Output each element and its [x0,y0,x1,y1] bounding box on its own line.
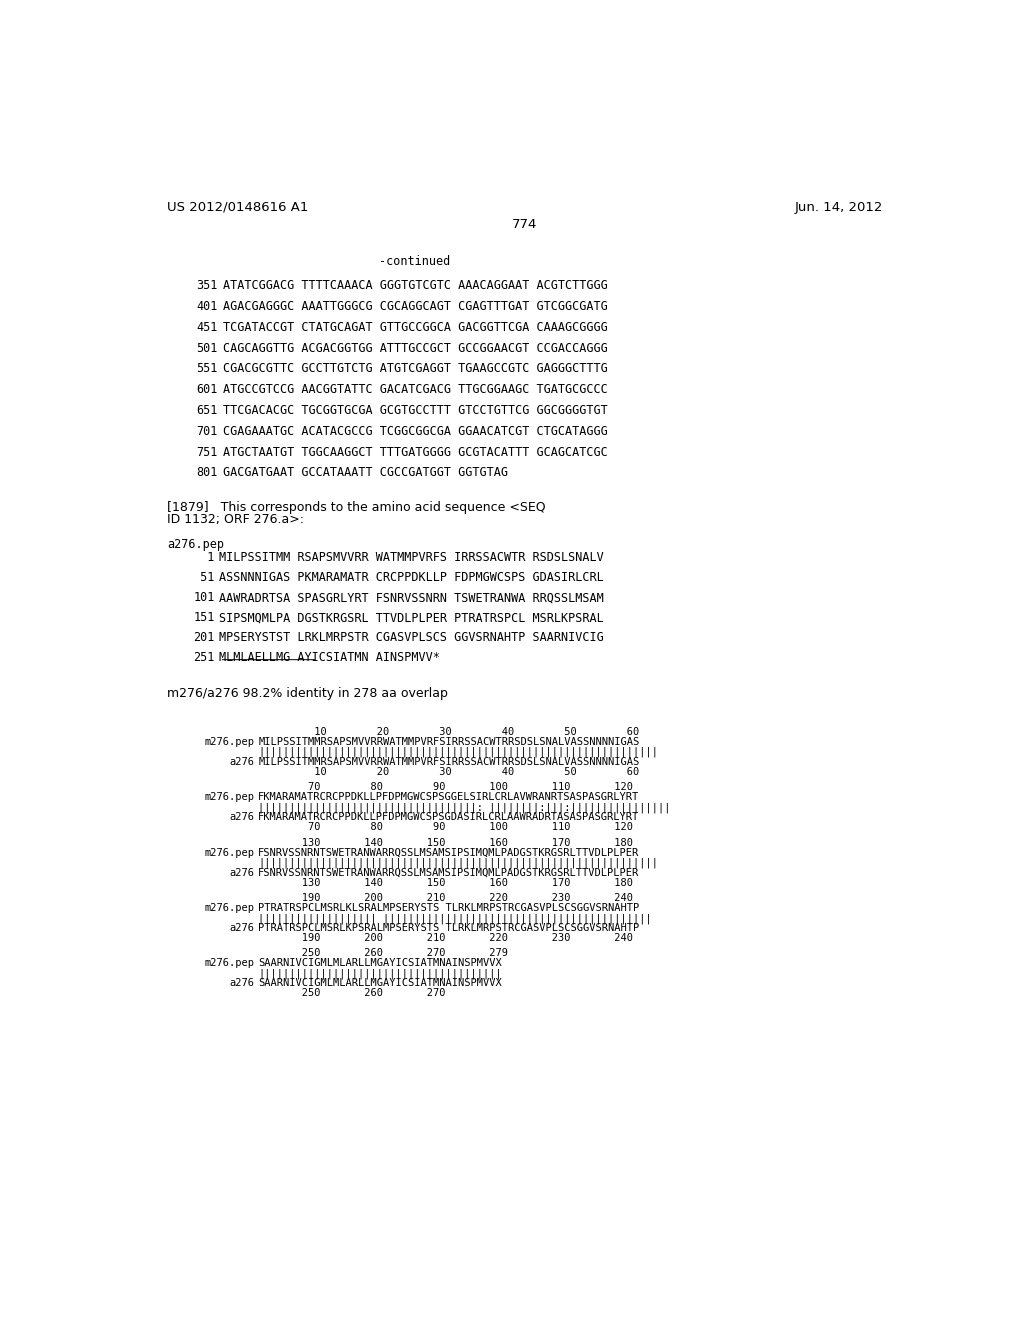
Text: 351: 351 [197,280,218,292]
Text: ATGCTAATGT TGGCAAGGCT TTTGATGGGG GCGTACATTT GCAGCATCGC: ATGCTAATGT TGGCAAGGCT TTTGATGGGG GCGTACA… [222,446,607,458]
Text: 651: 651 [197,404,218,417]
Text: MILPSSITMMRSAPSMVVRRWATMMPVRFSIRRSSACWTRRSDSLSNALVASSNNNNIGAS: MILPSSITMMRSAPSMVVRRWATMMPVRFSIRRSSACWTR… [258,756,639,767]
Text: 130       140       150       160       170       180: 130 140 150 160 170 180 [258,878,633,887]
Text: ATATCGGACG TTTTCAAACA GGGTGTCGTC AAACAGGAAT ACGTCTTGGG: ATATCGGACG TTTTCAAACA GGGTGTCGTC AAACAGG… [222,280,607,292]
Text: 101: 101 [194,591,215,605]
Text: ATGCCGTCCG AACGGTATTC GACATCGACG TTGCGGAAGC TGATGCGCCC: ATGCCGTCCG AACGGTATTC GACATCGACG TTGCGGA… [222,383,607,396]
Text: 70        80        90       100       110       120: 70 80 90 100 110 120 [258,822,633,832]
Text: TTCGACACGC TGCGGTGCGA GCGTGCCTTT GTCCTGTTCG GGCGGGGTGT: TTCGACACGC TGCGGTGCGA GCGTGCCTTT GTCCTGT… [222,404,607,417]
Text: 190       200       210       220       230       240: 190 200 210 220 230 240 [258,933,633,942]
Text: TCGATACCGT CTATGCAGAT GTTGCCGGCA GACGGTTCGA CAAAGCGGGG: TCGATACCGT CTATGCAGAT GTTGCCGGCA GACGGTT… [222,321,607,334]
Text: CGACGCGTTC GCCTTGTCTG ATGTCGAGGT TGAAGCCGTC GAGGGCTTTG: CGACGCGTTC GCCTTGTCTG ATGTCGAGGT TGAAGCC… [222,363,607,375]
Text: SAARNIVCIGMLMLARLLMGAYICSIATMNAINSPMVVX: SAARNIVCIGMLMLARLLMGAYICSIATMNAINSPMVVX [258,978,502,989]
Text: a276: a276 [229,978,254,989]
Text: m276.pep: m276.pep [205,847,254,858]
Text: AGACGAGGGC AAATTGGGCG CGCAGGCAGT CGAGTTTGAT GTCGGCGATG: AGACGAGGGC AAATTGGGCG CGCAGGCAGT CGAGTTT… [222,300,607,313]
Text: 1: 1 [194,552,215,564]
Text: a276: a276 [229,812,254,822]
Text: ASSNNNIGAS PKMARAMATR CRCPPDKLLP FDPMGWCSPS GDASIRLCRL: ASSNNNIGAS PKMARAMATR CRCPPDKLLP FDPMGWC… [219,572,604,585]
Text: 151: 151 [194,611,215,624]
Text: GACGATGAAT GCCATAAATT CGCCGATGGT GGTGTAG: GACGATGAAT GCCATAAATT CGCCGATGGT GGTGTAG [222,466,508,479]
Text: 70        80        90       100       110       120: 70 80 90 100 110 120 [258,781,633,792]
Text: 10        20        30        40        50        60: 10 20 30 40 50 60 [258,767,639,776]
Text: 751: 751 [197,446,218,458]
Text: ||||||||||||||||||||||||||||||||||||||||||||||||||||||||||||||||: ||||||||||||||||||||||||||||||||||||||||… [258,858,658,869]
Text: FKMARAMATRCRCPPDKLLPFDPMGWCSPSGDASIRLCRLAAWRADRTASASPASGRLYRT: FKMARAMATRCRCPPDKLLPFDPMGWCSPSGDASIRLCRL… [258,812,639,822]
Text: 401: 401 [197,300,218,313]
Text: |||||||||||||||||||||||||||||||||||||||: ||||||||||||||||||||||||||||||||||||||| [258,969,502,979]
Text: Jun. 14, 2012: Jun. 14, 2012 [795,201,883,214]
Text: a276: a276 [229,867,254,878]
Text: SAARNIVCIGMLMLARLLMGAYICSIATMNAINSPMVVX: SAARNIVCIGMLMLARLLMGAYICSIATMNAINSPMVVX [258,958,502,969]
Text: m276.pep: m276.pep [205,792,254,803]
Text: 801: 801 [197,466,218,479]
Text: CAGCAGGTTG ACGACGGTGG ATTTGCCGCT GCCGGAACGT CCGACCAGGG: CAGCAGGTTG ACGACGGTGG ATTTGCCGCT GCCGGAA… [222,342,607,355]
Text: 251: 251 [194,651,215,664]
Text: a276: a276 [229,756,254,767]
Text: ||||||||||||||||||| |||||||||||||||||||||||||||||||||||||||||||: ||||||||||||||||||| ||||||||||||||||||||… [258,913,652,924]
Text: MILPSSITMM RSAPSMVVRR WATMMPVRFS IRRSSACWTR RSDSLSNALV: MILPSSITMM RSAPSMVVRR WATMMPVRFS IRRSSAC… [219,552,604,564]
Text: SIPSMQMLPA DGSTKRGSRL TTVDLPLPER PTRATRSPCL MSRLKPSRAL: SIPSMQMLPA DGSTKRGSRL TTVDLPLPER PTRATRS… [219,611,604,624]
Text: 51: 51 [194,572,215,585]
Text: AAWRADRTSA SPASGRLYRT FSNRVSSNRN TSWETRANWA RRQSSLMSAM: AAWRADRTSA SPASGRLYRT FSNRVSSNRN TSWETRA… [219,591,604,605]
Text: MILPSSITMMRSAPSMVVRRWATMMPVRFSIRRSSACWTRRSDSLSNALVASSNNNNIGAS: MILPSSITMMRSAPSMVVRRWATMMPVRFSIRRSSACWTR… [258,737,639,747]
Text: 551: 551 [197,363,218,375]
Text: a276.pep: a276.pep [167,539,224,550]
Text: FSNRVSSNRNTSWETRANWARRQSSLMSAMSIPSIMQMLPADGSTKRGSRLTTVDLPLPER: FSNRVSSNRNTSWETRANWARRQSSLMSAMSIPSIMQMLP… [258,867,639,878]
Text: PTRATRSPCLMSRLKLSRALMPSERYSTS TLRKLMRPSTRCGASVPLSCSGGVSRNAHTP: PTRATRSPCLMSRLKLSRALMPSERYSTS TLRKLMRPST… [258,903,639,913]
Text: FSNRVSSNRNTSWETRANWARRQSSLMSAMSIPSIMQMLPADGSTKRGSRLTTVDLPLPER: FSNRVSSNRNTSWETRANWARRQSSLMSAMSIPSIMQMLP… [258,847,639,858]
Text: m276.pep: m276.pep [205,958,254,969]
Text: PTRATRSPCLMSRLKPSRALMPSERYSTS TLRKLMRPSTRCGASVPLSCSGGVSRNAHTP: PTRATRSPCLMSRLKPSRALMPSERYSTS TLRKLMRPST… [258,923,639,933]
Text: a276: a276 [229,923,254,933]
Text: 250       260       270       279: 250 260 270 279 [258,949,508,958]
Text: |||||||||||||||||||||||||||||||||||: ||||||||:|||:||||||||||||||||: |||||||||||||||||||||||||||||||||||: |||… [258,803,671,813]
Text: MPSERYSTST LRKLMRPSTR CGASVPLSCS GGVSRNAHTP SAARNIVCIG: MPSERYSTST LRKLMRPSTR CGASVPLSCS GGVSRNA… [219,631,604,644]
Text: [1879]   This corresponds to the amino acid sequence <SEQ: [1879] This corresponds to the amino aci… [167,502,546,513]
Text: 451: 451 [197,321,218,334]
Text: FKMARAMATRCRCPPDKLLPFDPMGWCSPSGGELSIRLCRLAVWRANRTSASPASGRLYRT: FKMARAMATRCRCPPDKLLPFDPMGWCSPSGGELSIRLCR… [258,792,639,803]
Text: m276.pep: m276.pep [205,903,254,913]
Text: 10        20        30        40        50        60: 10 20 30 40 50 60 [258,726,639,737]
Text: CGAGAAATGC ACATACGCCG TCGGCGGCGA GGAACATCGT CTGCATAGGG: CGAGAAATGC ACATACGCCG TCGGCGGCGA GGAACAT… [222,425,607,438]
Text: ID 1132; ORF 276.a>:: ID 1132; ORF 276.a>: [167,513,304,527]
Text: ||||||||||||||||||||||||||||||||||||||||||||||||||||||||||||||||: ||||||||||||||||||||||||||||||||||||||||… [258,747,658,758]
Text: 501: 501 [197,342,218,355]
Text: 190       200       210       220       230       240: 190 200 210 220 230 240 [258,892,633,903]
Text: 774: 774 [512,218,538,231]
Text: MLMLAELLMG AYICSIATMN AINSPMVV*: MLMLAELLMG AYICSIATMN AINSPMVV* [219,651,440,664]
Text: m276/a276 98.2% identity in 278 aa overlap: m276/a276 98.2% identity in 278 aa overl… [167,686,447,700]
Text: US 2012/0148616 A1: US 2012/0148616 A1 [167,201,308,214]
Text: 201: 201 [194,631,215,644]
Text: 601: 601 [197,383,218,396]
Text: 250       260       270: 250 260 270 [258,989,445,998]
Text: 130       140       150       160       170       180: 130 140 150 160 170 180 [258,838,633,847]
Text: -continued: -continued [379,255,451,268]
Text: m276.pep: m276.pep [205,737,254,747]
Text: 701: 701 [197,425,218,438]
